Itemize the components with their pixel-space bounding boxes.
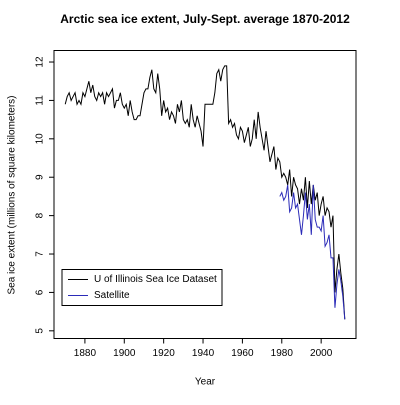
y-tick-label: 12 bbox=[35, 56, 46, 68]
y-tick-label: 11 bbox=[35, 95, 46, 106]
legend-label: Satellite bbox=[94, 290, 130, 301]
y-tick-label: 9 bbox=[35, 174, 46, 180]
x-tick-label: 1920 bbox=[153, 348, 176, 359]
y-tick-label: 8 bbox=[35, 212, 46, 218]
y-tick-label: 5 bbox=[35, 328, 46, 334]
y-tick-label: 7 bbox=[35, 251, 46, 257]
x-tick-label: 1940 bbox=[192, 348, 215, 359]
x-tick-label: 1960 bbox=[231, 348, 254, 359]
y-axis-label: Sea ice extent (millions of square kilom… bbox=[7, 96, 18, 295]
y-tick-label: 6 bbox=[35, 289, 46, 295]
legend-label: U of Illinois Sea Ice Dataset bbox=[94, 274, 217, 285]
chart-title: Arctic sea ice extent, July-Sept. averag… bbox=[60, 12, 350, 26]
x-axis-label: Year bbox=[195, 377, 216, 388]
plot-frame bbox=[53, 50, 357, 339]
x-tick-label: 1880 bbox=[74, 348, 97, 359]
series-line bbox=[64, 65, 346, 320]
x-tick-label: 2000 bbox=[310, 348, 333, 359]
series-line bbox=[279, 184, 346, 320]
x-tick-label: 1980 bbox=[271, 348, 294, 359]
legend-box bbox=[61, 269, 223, 306]
y-tick-label: 10 bbox=[35, 133, 46, 145]
x-tick-label: 1900 bbox=[113, 348, 136, 359]
